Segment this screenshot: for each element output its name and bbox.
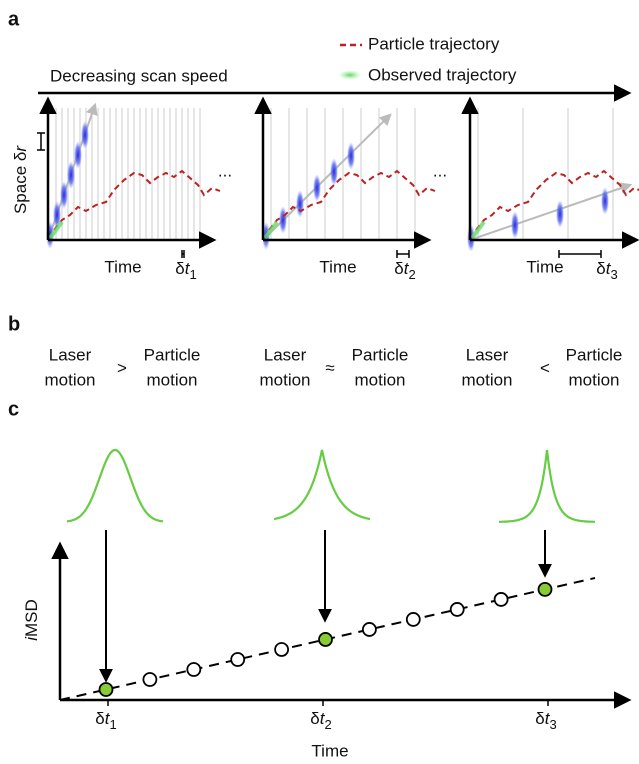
variable: t: [606, 259, 612, 278]
laser-spot: [601, 187, 609, 215]
laser-spot: [60, 181, 68, 209]
peak: [66, 448, 164, 523]
x-axis-label: Time: [311, 741, 348, 760]
symbol: δ: [95, 709, 104, 728]
comparison-left: Laser: [466, 345, 509, 364]
symbol: δ: [535, 709, 544, 728]
laser-spot: [347, 142, 355, 170]
laser-spot: [313, 174, 321, 202]
particle-trajectory: [475, 169, 639, 231]
subscript: 2: [324, 717, 331, 732]
legend-text: Particle trajectory: [368, 34, 500, 53]
particle-trajectory: [53, 169, 221, 231]
msd-point: [142, 672, 158, 687]
x-axis-label: Time: [526, 257, 563, 276]
dr-bar: [37, 132, 45, 151]
variable: t: [404, 259, 410, 278]
interval-bar: [181, 250, 185, 258]
comparison-sign: >: [117, 358, 127, 377]
subscript: 2: [408, 267, 415, 282]
laser-spot: [279, 206, 287, 234]
laser-spot: [81, 121, 89, 149]
comparison-right: motion: [568, 370, 619, 389]
x-tick-label: δt1: [95, 709, 116, 732]
peak: [273, 449, 371, 521]
comparison-left: Laser: [264, 345, 307, 364]
symbol: δ: [175, 259, 184, 278]
laser-spot: [296, 190, 304, 218]
variable: r: [11, 145, 30, 152]
subscript: 3: [549, 717, 556, 732]
panel-label: c: [8, 398, 19, 420]
msd-point: [493, 592, 509, 607]
comparison-right: motion: [146, 370, 197, 389]
comparison-right: motion: [354, 370, 405, 389]
comparison-left: motion: [44, 370, 95, 389]
legend-text: Observed trajectory: [368, 65, 517, 84]
laser-spot: [74, 141, 82, 169]
variable: t: [185, 259, 191, 278]
symbol: δ: [394, 259, 403, 278]
particle-trajectory: [268, 169, 436, 231]
peak: [499, 449, 595, 523]
comparison-left: motion: [259, 370, 310, 389]
comparison-sign: <: [540, 358, 550, 377]
comparison-right: Particle: [352, 345, 409, 364]
observed-trajectory: [263, 220, 279, 240]
y-axis-label: iMSD: [22, 599, 41, 641]
msd-point: [230, 652, 246, 667]
interval-label: δt1: [175, 259, 196, 282]
msd-point: [537, 582, 553, 597]
symbol: δ: [310, 709, 319, 728]
interval-bar: [558, 250, 602, 258]
subscript: 3: [610, 267, 617, 282]
variable: t: [545, 709, 551, 728]
x-axis-label: Time: [104, 257, 141, 276]
x-tick-label: δt3: [535, 709, 556, 732]
panel-label: a: [8, 8, 20, 30]
text: Space δ: [11, 152, 30, 214]
prefix: i: [22, 636, 41, 641]
x-axis-label: Time: [319, 257, 356, 276]
interval-label: δt3: [596, 259, 617, 282]
msd-point: [186, 662, 202, 677]
subscript: 1: [189, 267, 196, 282]
comparison-left: motion: [461, 370, 512, 389]
msd-point: [318, 632, 333, 647]
laser-spot: [53, 201, 61, 229]
laser-spot: [67, 161, 75, 189]
symbol: δ: [596, 259, 605, 278]
interval-label: δt2: [394, 259, 415, 282]
comparison-right: Particle: [566, 345, 623, 364]
laser-spot: [330, 158, 338, 186]
comparison-sign: ≈: [325, 358, 334, 377]
ellipsis: ...: [433, 161, 447, 180]
panel-label: b: [8, 313, 20, 335]
msd-point: [98, 682, 114, 697]
laser-spot: [511, 211, 519, 239]
ellipsis: ...: [218, 161, 232, 180]
comparison-left: Laser: [49, 345, 92, 364]
variable: t: [105, 709, 111, 728]
variable: t: [320, 709, 326, 728]
msd-point: [449, 602, 465, 617]
laser-spot: [556, 200, 564, 228]
observed-trajectory: [470, 220, 486, 240]
subscript: 1: [109, 717, 116, 732]
arrow-label: Decreasing scan speed: [50, 66, 228, 85]
msd-point: [274, 642, 290, 657]
interval-bar: [396, 250, 410, 258]
y-axis-label: Space δr: [11, 145, 30, 214]
msd-point: [361, 622, 377, 637]
text: MSD: [22, 599, 41, 637]
comparison-right: Particle: [144, 345, 201, 364]
msd-point: [405, 612, 421, 627]
x-tick-label: δt2: [310, 709, 331, 732]
observed-trajectory: [48, 220, 64, 240]
legend-swatch: [338, 70, 362, 80]
